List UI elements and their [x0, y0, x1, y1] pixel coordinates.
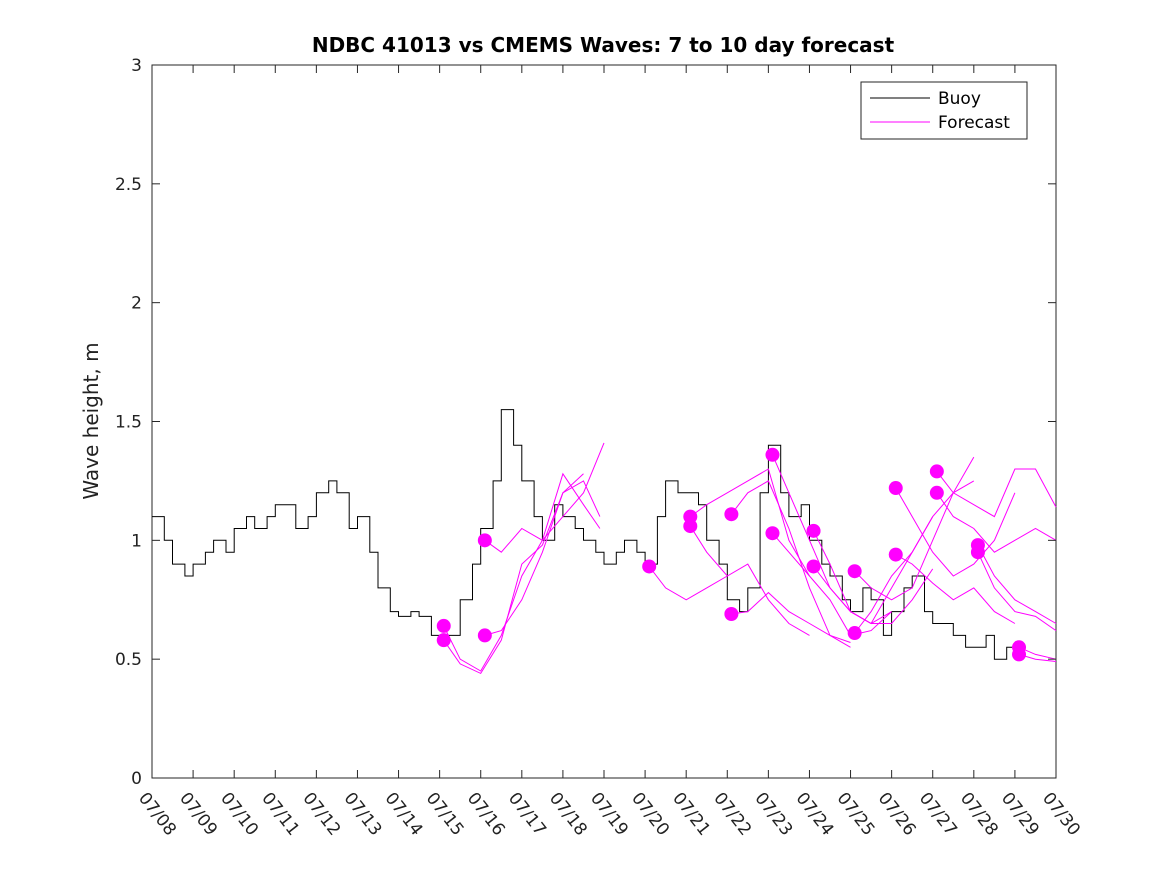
forecast-start-point — [806, 559, 821, 574]
forecast-start-point — [436, 633, 451, 648]
forecast-line — [977, 551, 1057, 632]
forecast-start-point — [765, 526, 780, 541]
legend-box — [860, 81, 1028, 140]
forecast-line — [484, 473, 584, 636]
legend-forecast-label: Forecast — [938, 113, 1010, 133]
plot-area — [151, 64, 1057, 779]
forecast-start-point — [724, 607, 739, 622]
forecast-line — [689, 525, 810, 636]
forecast-start-point — [477, 533, 492, 548]
forecast-start-point — [970, 545, 985, 560]
forecast-line — [936, 468, 1057, 518]
forecast-start-point — [436, 618, 451, 633]
y-tick-label: 2.5 — [115, 175, 142, 195]
forecast-line — [977, 544, 1057, 624]
forecast-line — [731, 591, 851, 648]
axes-box — [151, 64, 1057, 779]
forecast-start-point — [806, 523, 821, 538]
y-tick-label: 1.5 — [115, 413, 142, 433]
forecast-line — [936, 492, 1057, 553]
y-tick-label: 2 — [131, 294, 142, 314]
forecast-start-point — [929, 485, 944, 500]
forecast-line — [443, 480, 601, 675]
forecast-start-point — [847, 626, 862, 641]
y-axis-label: Wave height, m — [79, 342, 103, 499]
y-axis: 0 0.5 1 1.5 2 2.5 3 — [115, 56, 1056, 789]
forecast-line — [895, 487, 1016, 577]
forecast-line — [895, 554, 1016, 624]
forecast-line — [443, 472, 601, 672]
forecast-start-point — [888, 547, 903, 562]
forecast-start-point — [642, 559, 657, 574]
forecast-start-point — [724, 507, 739, 522]
forecast-start-point — [929, 464, 944, 479]
forecast-series — [436, 442, 1057, 675]
y-tick-label: 0.5 — [115, 650, 142, 670]
legend-buoy-label: Buoy — [938, 89, 981, 109]
forecast-start-point — [888, 481, 903, 496]
y-tick-label: 1 — [131, 531, 142, 551]
forecast-line — [772, 532, 892, 636]
forecast-start-point — [1012, 647, 1027, 662]
forecast-start-point — [477, 628, 492, 643]
forecast-start-point — [683, 519, 698, 534]
y-tick-label: 0 — [131, 769, 142, 789]
y-tick-label: 3 — [131, 56, 142, 76]
forecast-line — [690, 468, 810, 577]
forecast-start-point — [765, 447, 780, 462]
forecast-line — [484, 442, 605, 553]
forecast-line — [648, 566, 728, 601]
legend: Buoy Forecast — [860, 81, 1028, 140]
chart-title: NDBC 41013 vs CMEMS Waves: 7 to 10 day f… — [312, 33, 895, 57]
forecast-start-point — [847, 564, 862, 579]
